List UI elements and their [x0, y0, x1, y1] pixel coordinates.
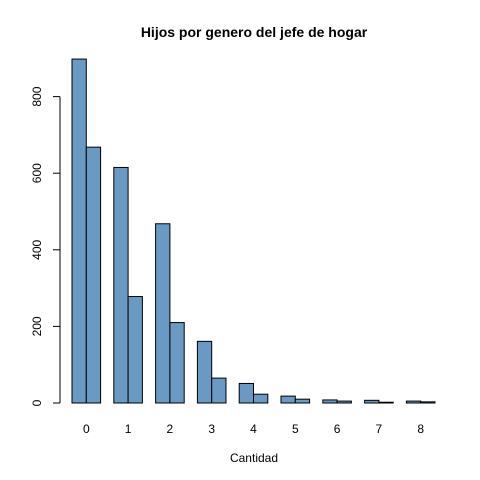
bar	[113, 166, 129, 404]
bar	[336, 400, 352, 404]
y-tick-label: 600	[30, 163, 44, 183]
x-tick-label: 2	[167, 422, 174, 436]
bar	[420, 401, 436, 404]
x-tick-label: 6	[334, 422, 341, 436]
y-tick-label: 200	[30, 316, 44, 336]
bar	[85, 146, 102, 404]
x-tick-label: 7	[376, 422, 383, 436]
bar	[253, 393, 269, 404]
bar	[127, 296, 143, 404]
y-tick-label: 400	[30, 239, 44, 259]
bar	[280, 395, 296, 404]
bar	[294, 398, 311, 404]
x-axis-label: Cantidad	[230, 451, 278, 465]
bar	[211, 377, 227, 404]
bar	[238, 382, 254, 404]
bar	[378, 401, 394, 404]
bar	[169, 322, 185, 404]
bar	[71, 58, 87, 404]
y-tick-label: 800	[30, 86, 44, 106]
y-axis: 0 200 400 600 800	[30, 86, 61, 406]
x-tick-label: 3	[208, 422, 215, 436]
chart-title: Hijos por genero del jefe de hogar	[141, 24, 368, 40]
bar	[196, 340, 213, 404]
bars	[71, 58, 436, 404]
x-tick-labels: 0 1 2 3 4 5 6 7 8	[83, 422, 424, 436]
x-tick-label: 1	[125, 422, 132, 436]
x-tick-label: 4	[250, 422, 257, 436]
x-tick-label: 8	[417, 422, 424, 436]
bar	[364, 399, 380, 404]
x-tick-label: 5	[292, 422, 299, 436]
bar	[322, 399, 338, 404]
y-tick-label: 0	[30, 399, 44, 406]
bar	[405, 400, 422, 404]
bar	[155, 223, 171, 404]
x-tick-label: 0	[83, 422, 90, 436]
